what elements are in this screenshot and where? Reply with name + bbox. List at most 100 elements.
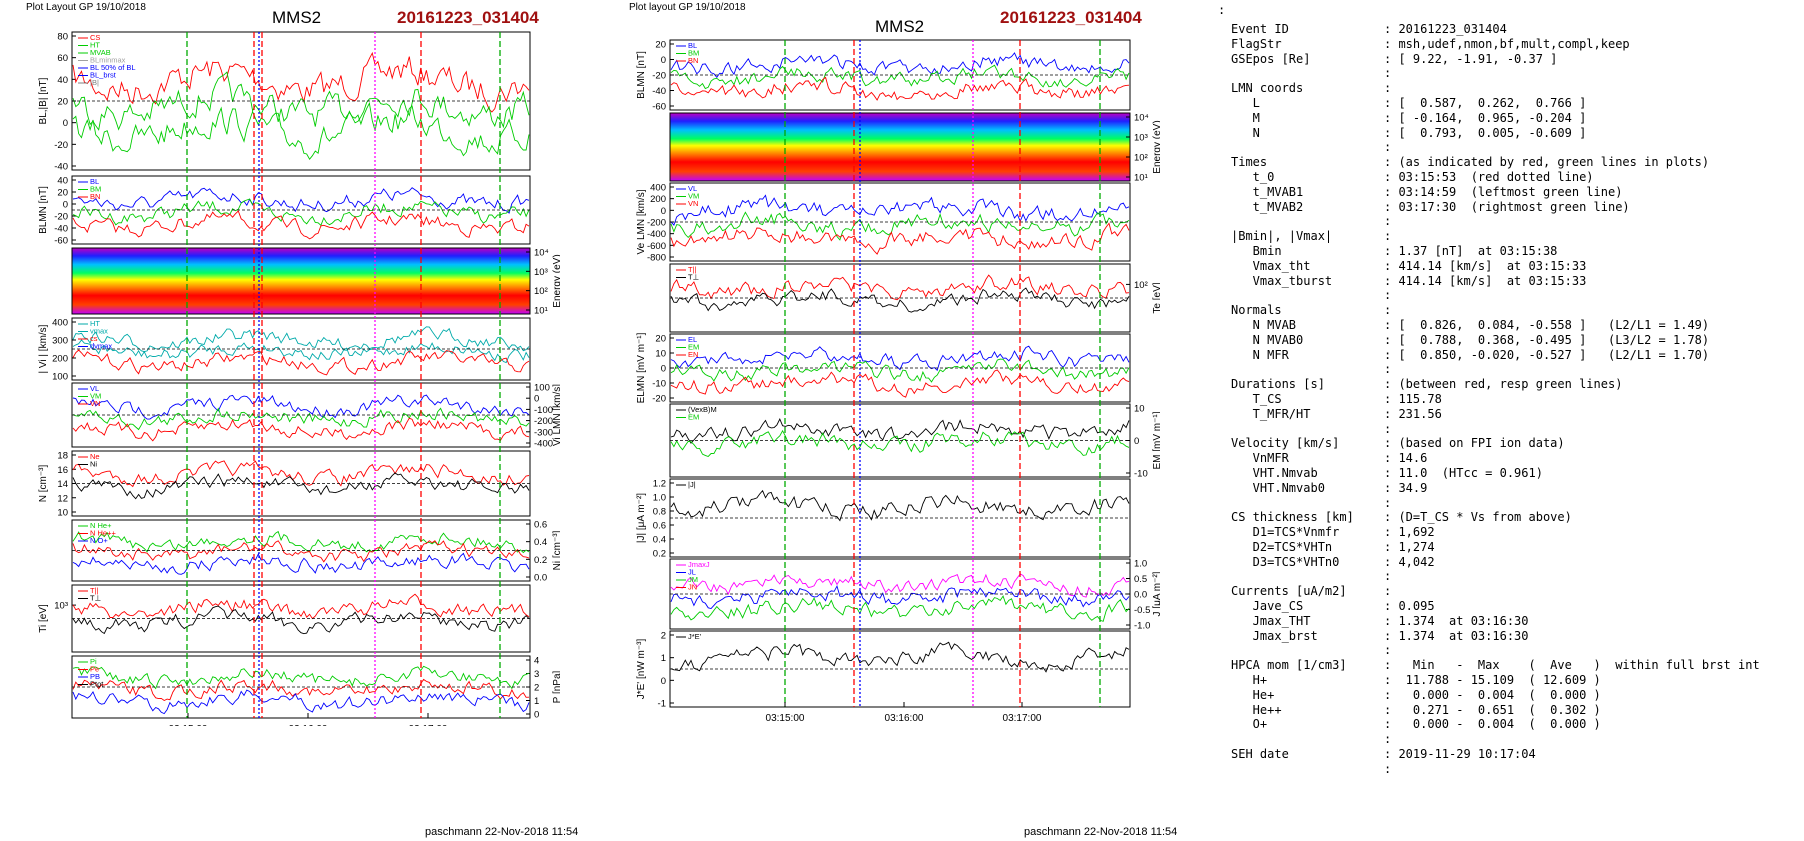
- y-tick-label: 10⁴: [534, 248, 549, 259]
- y-tick-label: 16: [57, 465, 68, 476]
- info-key: T_MFR/HT: [1231, 406, 1311, 421]
- info-colon: :: [1384, 510, 1399, 525]
- panel: 1.2 1.0 0.8 0.6 0.4 0.2 |J| [μA m⁻²] |J|: [636, 478, 1131, 560]
- y-tick-label: 200: [650, 194, 666, 205]
- legend-label: Pe: [90, 665, 99, 674]
- series-line: [72, 51, 530, 113]
- y-tick-label: 10²: [1134, 280, 1148, 291]
- y-axis-label: Te [eV]: [1152, 282, 1160, 313]
- y-tick-label: 20: [655, 40, 666, 51]
- legend-label: N He+: [90, 521, 112, 530]
- info-line: t_MVAB2: 03:17:30 (rightmost green line): [1231, 200, 1760, 215]
- info-line: T_CS: 115.78: [1231, 392, 1760, 407]
- info-line: N MFR: [ 0.850, -0.020, -0.527 ] (L2/L1 …: [1231, 348, 1760, 363]
- legend-label: Ptot: [90, 680, 104, 689]
- info-line: GSEpos [Re]: [ 9.22, -1.91, -0.37 ]: [1231, 52, 1760, 67]
- legend-label: (VexB)M: [688, 405, 717, 414]
- legend-label: EL: [688, 335, 697, 344]
- series-line: [670, 76, 1130, 101]
- y-axis-label: Ve LMN [km/s]: [636, 189, 647, 254]
- info-value: 03:14:59 (leftmost green line): [1398, 184, 1623, 199]
- y-tick-label: 4: [534, 656, 539, 667]
- info-colon: :: [1384, 95, 1399, 110]
- panel: 10⁴ 10³ 10² 10¹ Energy (eV): [71, 247, 560, 317]
- info-colon: :: [1384, 229, 1399, 244]
- legend-label: BN: [90, 192, 100, 201]
- y-tick-label: -40: [54, 162, 68, 173]
- panel: 80 60 40 20 0 -20 -40 BL,|B| [nT] CSHTMVABBLminm…: [38, 31, 531, 173]
- info-colon: :: [1384, 317, 1399, 332]
- series-line: [72, 407, 530, 431]
- series-line: [670, 345, 1130, 372]
- series-line: [670, 358, 1130, 383]
- info-colon: :: [1384, 643, 1399, 658]
- y-axis-label: EM [mV m⁻¹]: [1152, 411, 1160, 469]
- legend-label: MVAB: [90, 48, 111, 57]
- info-value: 03:17:30 (rightmost green line): [1398, 199, 1630, 214]
- info-key: H+: [1231, 673, 1268, 688]
- y-tick-label: 0: [63, 118, 68, 129]
- info-line: Velocity [km/s]: (based on FPI ion data): [1231, 436, 1760, 451]
- y-tick-label: 0.2: [653, 549, 666, 560]
- legend-label: JL: [688, 568, 696, 577]
- series-line: [72, 101, 530, 161]
- legend-label: VN: [688, 199, 698, 208]
- y-axis-label: Energy (eV): [1152, 120, 1160, 173]
- y-tick-label: 0: [534, 710, 539, 721]
- info-line: He++: 0.271 - 0.651 ( 0.302 ): [1231, 703, 1760, 718]
- info-key: N MVAB0: [1231, 332, 1304, 347]
- info-key: Jmax_THT: [1231, 613, 1311, 628]
- info-colon: :: [1384, 599, 1399, 614]
- legend-label: JN: [688, 583, 697, 592]
- y-tick-label: 20: [655, 334, 666, 345]
- y-tick-label: 0: [534, 394, 539, 405]
- y-tick-label: 1: [661, 653, 666, 664]
- legend-label: |J|: [688, 480, 696, 489]
- info-value: 1,692: [1398, 525, 1435, 540]
- info-key: Vmax_tht: [1231, 258, 1311, 273]
- info-colon: :: [1384, 51, 1399, 66]
- info-line: FlagStr: msh,udef,nmon,bf,mult,compl,kee…: [1231, 37, 1760, 52]
- info-colon: :: [1384, 525, 1399, 540]
- series-line: [670, 211, 1130, 241]
- info-colon: :: [1384, 747, 1399, 762]
- spectrogram: [72, 248, 530, 314]
- info-value: 0.000 - 0.004 ( 0.000 ): [1398, 717, 1601, 732]
- info-line: D3=TCS*VHTn0: 4,042: [1231, 555, 1760, 570]
- info-key: t_0: [1231, 169, 1275, 184]
- left-signature: paschmann 22-Nov-2018 11:54: [425, 826, 579, 838]
- series-line: [670, 194, 1130, 226]
- y-tick-label: 0.8: [653, 507, 666, 518]
- legend-label: CS: [90, 33, 100, 42]
- info-colon: :: [1384, 584, 1399, 599]
- y-tick-label: 0: [661, 364, 666, 375]
- info-value: 1.37 [nT] at 03:15:38: [1398, 243, 1558, 258]
- y-tick-label: -60: [652, 102, 666, 113]
- legend-label: cs: [90, 334, 98, 343]
- info-line: :: [1231, 140, 1760, 155]
- mid-signature: paschmann 22-Nov-2018 11:54: [1024, 826, 1178, 838]
- legend-label: PB: [90, 672, 100, 681]
- info-key: SEH date: [1231, 747, 1289, 762]
- legend-label: BL_brst: [90, 71, 117, 80]
- legend-label: T||: [90, 586, 99, 595]
- panel: 10² Te [eV] T||T⊥: [669, 263, 1160, 333]
- panel-frame: [71, 519, 531, 582]
- info-key: Currents [uA/m2]: [1231, 584, 1347, 599]
- info-value: (based on FPI ion data): [1398, 436, 1565, 451]
- info-colon: :: [1384, 140, 1399, 155]
- info-key: D1=TCS*Vnmfr: [1231, 525, 1340, 540]
- info-line: :: [1231, 214, 1760, 229]
- legend-label: Ni: [90, 460, 97, 469]
- legend-label: BL: [90, 177, 99, 186]
- info-line: Currents [uA/m2]:: [1231, 584, 1760, 599]
- y-axis-label: | Vi | [km/s]: [38, 324, 49, 373]
- x-tick-label: 03:15:00: [766, 713, 805, 724]
- series-line: [670, 489, 1130, 522]
- info-line: :: [1231, 732, 1760, 747]
- y-tick-label: 10³: [1134, 133, 1148, 144]
- panel: 10⁴ 10³ 10² 10¹ Energy (eV): [669, 112, 1160, 184]
- series-line: [670, 595, 1130, 622]
